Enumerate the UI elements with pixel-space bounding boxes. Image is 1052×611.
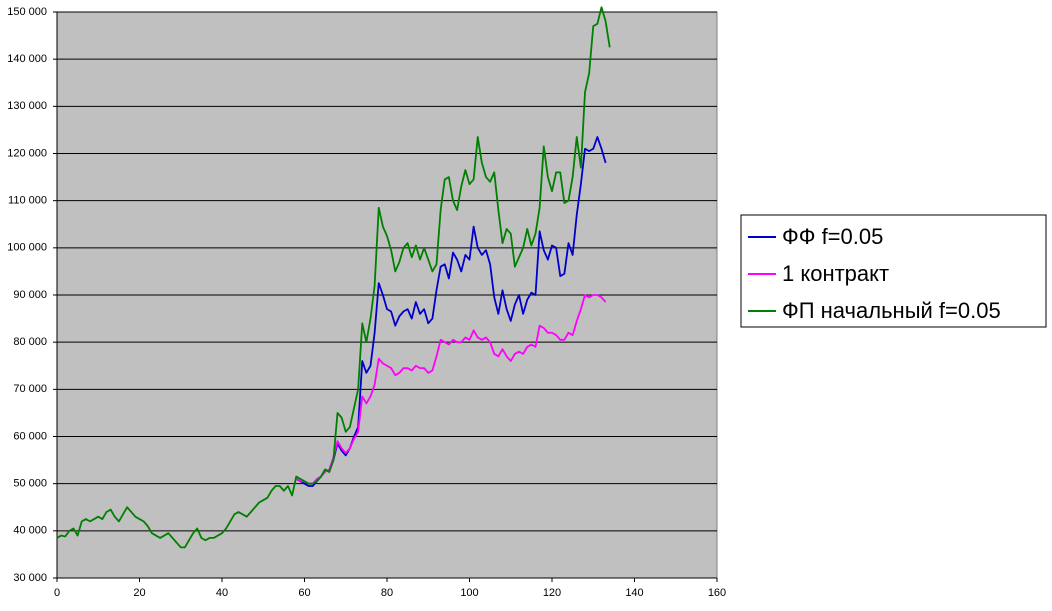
x-tick-label: 0 (54, 587, 60, 599)
legend-label: 1 контракт (782, 261, 889, 286)
y-tick-label: 130 000 (7, 100, 47, 112)
x-tick-label: 100 (460, 587, 478, 599)
y-tick-label: 30 000 (13, 572, 47, 584)
x-tick-label: 60 (298, 587, 310, 599)
y-tick-label: 120 000 (7, 147, 47, 159)
series-line (56, 6, 611, 549)
x-tick-label: 20 (133, 587, 145, 599)
legend: ФФ f=0.05 1 контракт ФП начальный f=0.05 (740, 214, 1047, 328)
y-tick-label: 150 000 (7, 6, 47, 18)
y-tick-label: 110 000 (8, 195, 47, 207)
y-tick-label: 50 000 (13, 478, 47, 490)
legend-label: ФП начальный f=0.05 (782, 298, 1001, 323)
y-tick-label: 40 000 (13, 525, 47, 537)
x-tick-label: 120 (543, 587, 561, 599)
x-tick-label: 80 (381, 587, 393, 599)
y-tick-label: 70 000 (13, 383, 47, 395)
y-tick-label: 140 000 (7, 53, 47, 65)
x-tick-label: 160 (708, 587, 726, 599)
legend-label: ФФ f=0.05 (782, 224, 883, 249)
x-tick-label: 40 (216, 587, 228, 599)
y-tick-label: 60 000 (13, 430, 47, 442)
series-line (295, 294, 607, 485)
y-tick-label: 80 000 (13, 336, 47, 348)
legend-box (740, 214, 1047, 328)
y-tick-label: 100 000 (7, 242, 47, 254)
y-tick-label: 90 000 (13, 289, 47, 301)
x-tick-label: 140 (625, 587, 643, 599)
